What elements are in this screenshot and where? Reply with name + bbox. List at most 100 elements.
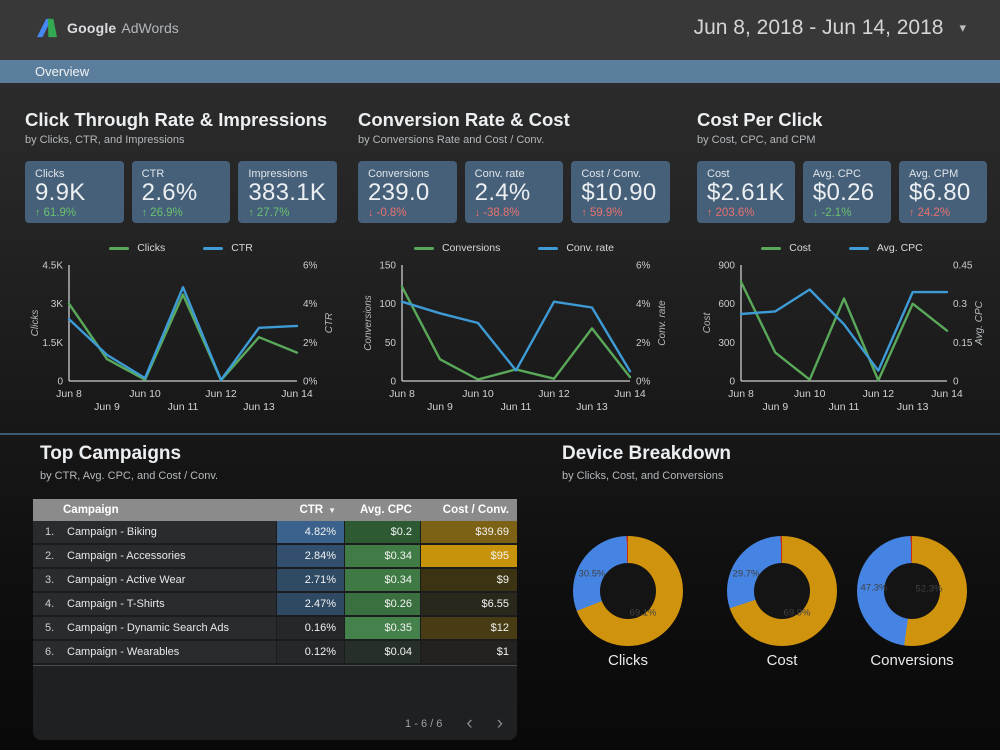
legend-item: Conv. rate [538,242,614,254]
adwords-logo: Google AdWords [36,18,179,38]
svg-text:0.3: 0.3 [953,299,967,310]
tab-overview[interactable]: Overview [35,64,90,79]
header-rank [33,499,63,521]
donut-chart-cost[interactable]: 29.7% 69.9% [727,536,837,646]
svg-text:0%: 0% [636,377,651,388]
legend-label: Avg. CPC [876,242,923,254]
section-subtitle: by Clicks, CTR, and Impressions [25,134,185,146]
svg-text:Jun 14: Jun 14 [281,388,313,400]
scorecard-value: 2.6% [141,179,198,206]
legend-label: Clicks [137,242,166,254]
header-avg-cpc[interactable]: Avg. CPC [360,504,412,516]
svg-text:0.15: 0.15 [953,338,973,349]
slice-percent-label: 29.7% [732,568,760,580]
cell-rank: 2. [33,545,63,567]
header-cost-conv[interactable]: Cost / Conv. [442,504,509,516]
table-subtitle: by CTR, Avg. CPC, and Cost / Conv. [40,470,219,482]
svg-text:600: 600 [718,299,735,310]
cell-name: Campaign - Accessories [63,545,276,567]
svg-text:4%: 4% [636,299,651,310]
scorecard-label: Cost / Conv. [581,168,642,180]
scorecard-label: Clicks [35,168,65,180]
scorecard-delta: ↓ -38.8% [474,206,520,219]
cell-val: 2.84% [276,545,344,567]
cell-val: $0.35 [344,617,420,639]
scorecard-delta: ↓ -0.8% [368,206,407,219]
svg-text:Jun 12: Jun 12 [205,388,237,400]
svg-text:Jun 9: Jun 9 [427,401,453,413]
scorecard-row: Clicks 9.9K ↑ 61.9% CTR 2.6% ↑ 26.9% Impre… [25,161,338,223]
cell-val: $39.69 [420,521,517,543]
svg-text:Jun 8: Jun 8 [56,388,82,400]
table-row: 4. Campaign - T-Shirts 2.47% $0.26 $6.55 [33,593,517,617]
legend-item: Cost [761,242,811,254]
section-subtitle: by Cost, CPC, and CPM [697,134,816,146]
cell-name: Campaign - Active Wear [63,569,276,591]
scorecard-label: Avg. CPC [812,168,861,180]
cell-val: $9 [420,569,517,591]
line-chart-conversions-rate[interactable]: 0 50 100 150 0% 2% 4% 6% Conversions Conv. rate Ju… [358,257,670,424]
legend-swatch-icon [761,246,782,250]
svg-text:Jun 14: Jun 14 [931,388,963,400]
scorecard-value: 239.0 [368,179,430,206]
cell-val: 0.16% [276,617,344,639]
cell-val: $0.34 [344,569,420,591]
donut-chart-conversions[interactable]: 47.3% 52.3% [857,536,967,646]
scorecard-value: 9.9K [35,179,86,206]
scorecard-delta: ↑ 27.7% [248,206,290,219]
svg-text:0: 0 [953,377,959,388]
header-ctr[interactable]: CTR ▼ [299,504,336,516]
donut-chart-clicks[interactable]: 30.5% 69.1% [573,536,683,646]
scorecard-cost: Cost $2.61K ↑ 203.6% [697,161,795,223]
arrow-up-icon: ↑ [248,206,254,219]
section-title: Click Through Rate & Impressions [25,109,328,130]
scorecard-value: $2.61K [707,179,785,206]
chart-legend: Clicks CTR [25,241,337,255]
chevron-left-icon[interactable]: ‹ [466,713,473,734]
scorecard-impressions: Impressions 383.1K ↑ 27.7% [238,161,338,223]
chevron-right-icon[interactable]: › [496,713,503,734]
legend-item: Clicks [109,242,165,254]
svg-text:Jun 8: Jun 8 [728,388,754,400]
section-conversion-cost: Conversion Rate & Cost by Conversions Ra… [358,83,671,424]
header-campaign[interactable]: Campaign [63,504,119,516]
pagination-range-label: 1 - 6 / 6 [405,718,443,730]
table-pagination: 1 - 6 / 6 ‹ › [405,713,503,734]
svg-text:Jun 12: Jun 12 [863,388,895,400]
svg-text:6%: 6% [303,261,318,272]
scorecard-label: Conv. rate [474,168,525,180]
table-row: 1. Campaign - Biking 4.82% $0.2 $39.69 [33,521,517,545]
line-chart-clicks-ctr[interactable]: 0 1.5K 3K 4.5K 0% 2% 4% 6% Clicks CTR Jun 8 Jun 9 Ju… [25,257,337,424]
arrow-up-icon: ↑ [581,206,587,219]
cell-val: $0.04 [344,641,420,663]
section-divider [0,433,1000,435]
scorecard-clicks: Clicks 9.9K ↑ 61.9% [25,161,124,223]
svg-text:0.45: 0.45 [953,261,973,272]
slice-percent-label: 52.3% [915,583,943,595]
scorecard-label: Impressions [248,168,308,180]
table-title: Top Campaigns [40,443,182,464]
devices-title: Device Breakdown [562,443,731,464]
table-body: 1. Campaign - Biking 4.82% $0.2 $39.69 2. Camp… [33,521,517,665]
cell-val: $0.2 [344,521,420,543]
date-range-picker[interactable]: Jun 8, 2018 - Jun 14, 2018 ▾ [694,16,966,40]
scorecard-delta: ↑ 61.9% [35,206,77,219]
table-footer-divider [33,665,517,666]
cell-val: $0.26 [344,593,420,615]
line-chart-cost-cpc[interactable]: 0 300 600 900 0 0.15 0.3 0.45 Cost Avg. CPC Jun 8 J… [697,257,987,424]
svg-text:Clicks: Clicks [30,310,41,337]
svg-text:Jun 12: Jun 12 [538,388,570,400]
arrow-up-icon: ↑ [35,206,41,219]
caret-down-icon: ▾ [959,20,966,35]
svg-text:Conversions: Conversions [363,295,374,351]
donut-hole [754,563,810,619]
svg-text:Jun 9: Jun 9 [94,401,120,413]
scorecard-row: Conversions 239.0 ↓ -0.8% Conv. rate 2.4%… [358,161,671,223]
table-row: 6. Campaign - Wearables 0.12% $0.04 $1 [33,641,517,665]
scorecard-value: $10.90 [581,179,657,206]
arrow-down-icon: ↓ [368,206,374,219]
sort-desc-icon: ▼ [328,505,336,515]
top-campaigns-table: Campaign CTR ▼ Avg. CPC Cost / Conv. 1. Ca… [33,499,517,740]
legend-swatch-icon [848,246,869,250]
scorecard-delta: ↑ 24.2% [908,206,951,219]
